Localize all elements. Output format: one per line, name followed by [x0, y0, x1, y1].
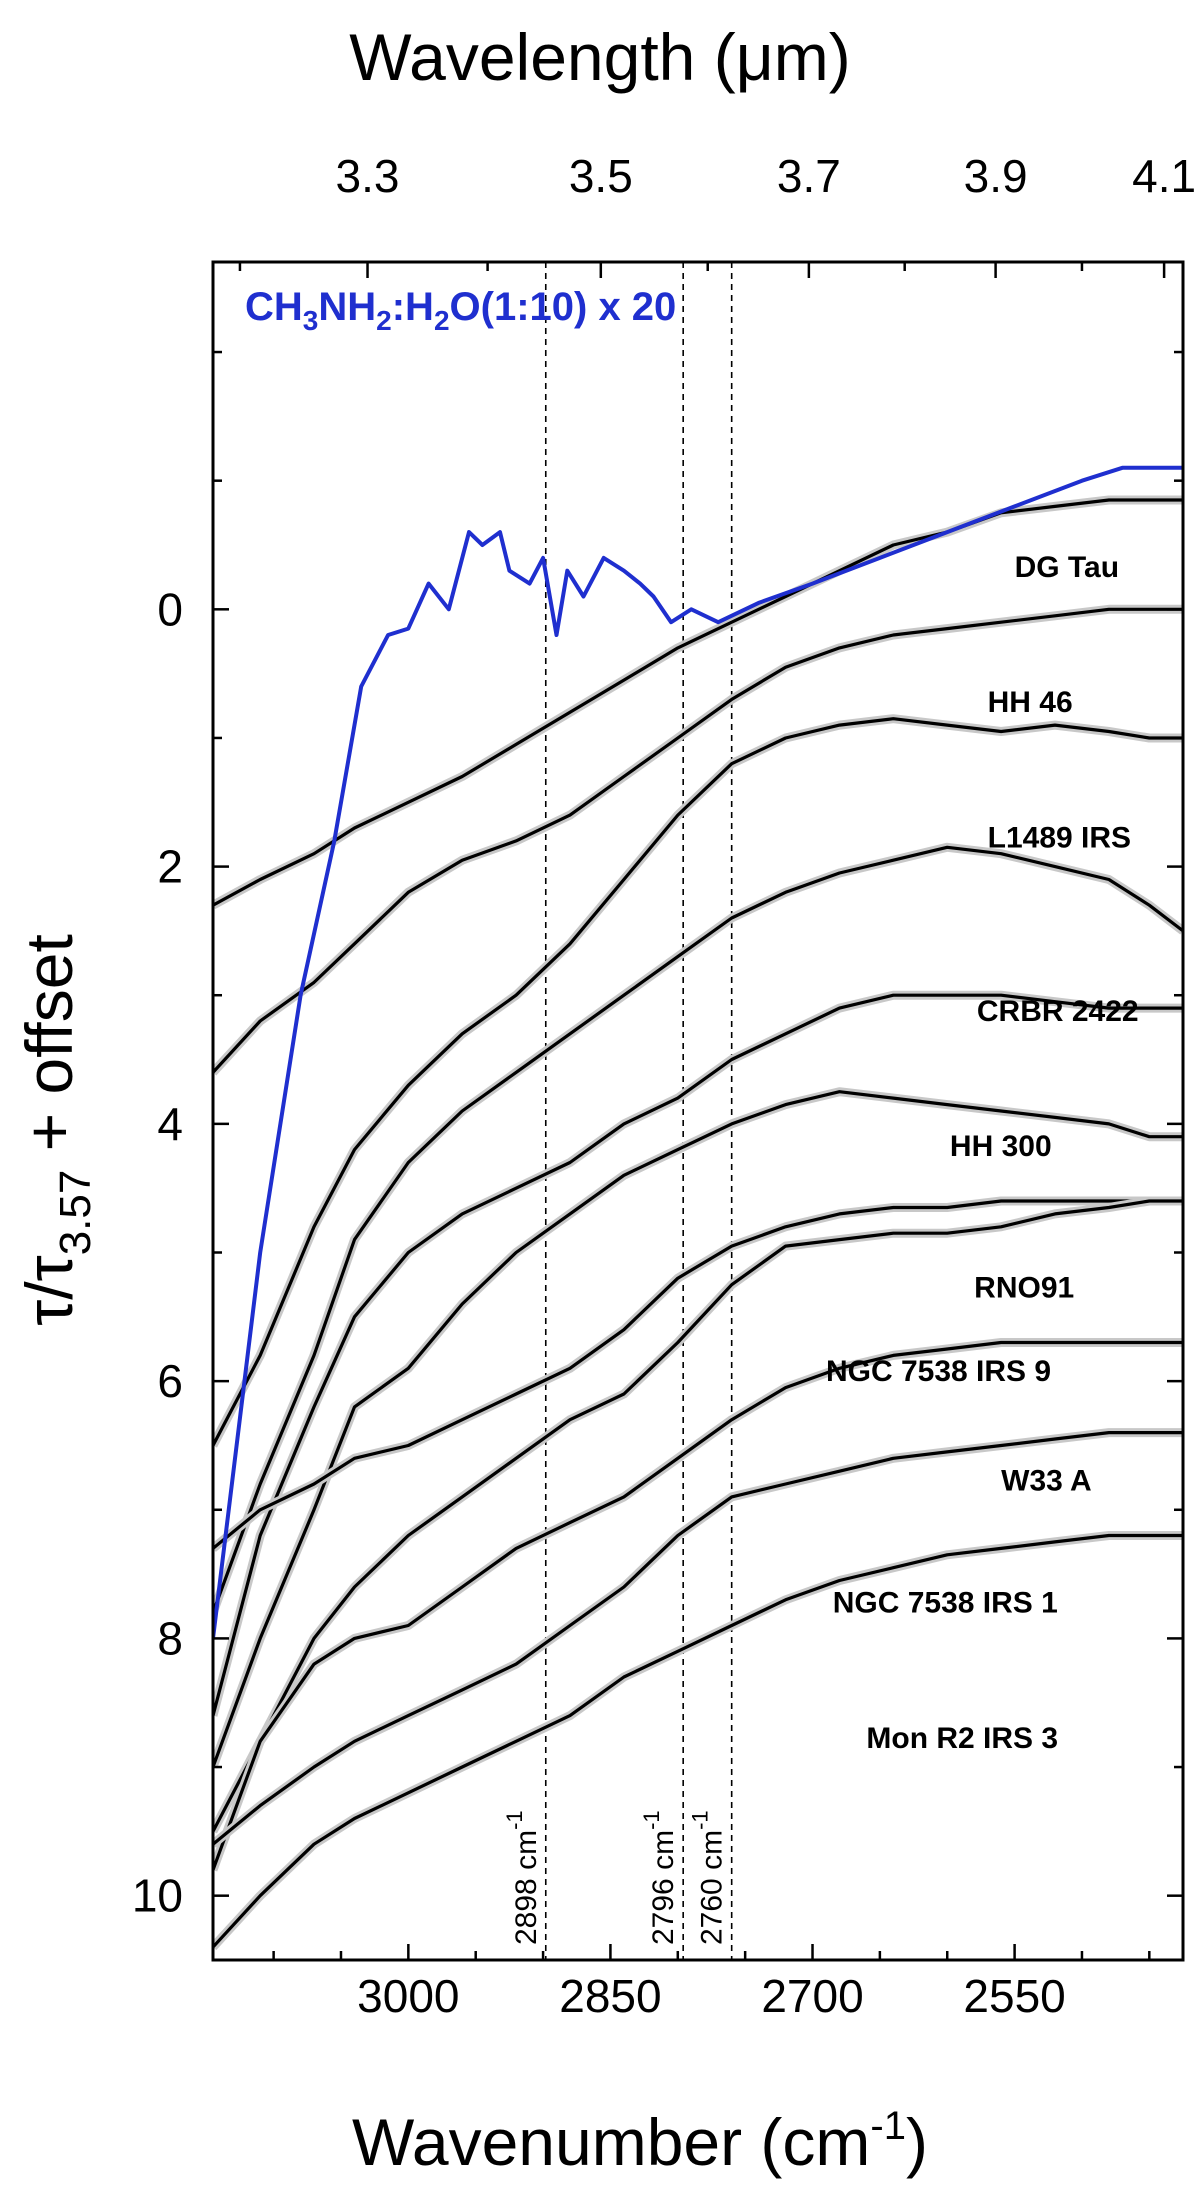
y-axis-title-end: + offset [12, 934, 86, 1169]
spectra-series [213, 495, 1183, 1951]
x-axis-title-end: ) [906, 2105, 928, 2179]
source-label: CRBR 2422 [977, 995, 1139, 1028]
series-line-5 [213, 1090, 1183, 1768]
source-label: Mon R2 IRS 3 [866, 1722, 1058, 1755]
source-label: L1489 IRS [988, 821, 1131, 854]
series-line-7 [213, 1199, 1183, 1833]
source-labels: DG Tau HH 46 L1489 IRS CRBR 2422 HH 300 RNO91… [826, 551, 1139, 1755]
series-line-6 [213, 1199, 1183, 1550]
source-label: NGC 7538 IRS 1 [833, 1587, 1058, 1620]
vline-label-sup: -1 [502, 1810, 527, 1830]
y-tick-label: 0 [157, 583, 183, 635]
source-label: DG Tau [1015, 551, 1119, 584]
y-axis-title-main: τ/τ [12, 1255, 86, 1325]
vline-label-text: 2898 cm [510, 1830, 543, 1945]
series-line-10 [213, 1533, 1183, 1949]
series-line-0 [213, 498, 1183, 907]
x2-tick-label: 3.3 [336, 150, 400, 202]
source-label: W33 A [1001, 1464, 1092, 1497]
y-tick-label: 6 [157, 1355, 183, 1407]
x2-axis-title: Wavelength (μm) [349, 20, 850, 94]
x-tick-label: 2850 [559, 1970, 661, 2022]
x-axis-title: Wavenumber (cm-1) [352, 2104, 928, 2179]
x-tick-label: 2550 [963, 1970, 1065, 2022]
plot-frame [211, 260, 1185, 1962]
y-tick-label: 10 [132, 1870, 183, 1922]
series-noise-band-5 [213, 1087, 1183, 1769]
vline-label-2760: 2760 cm-1 [688, 1810, 729, 1945]
y-tick-label: 8 [157, 1612, 183, 1664]
reference-spectrum [213, 465, 1183, 1639]
series-noise-band-3 [213, 842, 1183, 1615]
source-label: HH 46 [988, 686, 1073, 719]
series-line-1 [213, 607, 1183, 1074]
y-axis-title-sub: 3.57 [51, 1170, 100, 1256]
x2-tick-label: 4.1 [1132, 150, 1196, 202]
reference-label: CH3NH2:H2O(1:10) x 20 [245, 285, 676, 336]
y-axis-title: τ/τ3.57 + offset [12, 934, 100, 1326]
x2-tick-label: 3.7 [777, 150, 841, 202]
x-tick-label: 2700 [761, 1970, 863, 2022]
y-tick-label: 2 [157, 841, 183, 893]
series-line-9 [213, 1431, 1183, 1846]
y-tick-label: 4 [157, 1098, 183, 1150]
reference-label-sub: 3 [303, 305, 319, 336]
vline-label-2796: 2796 cm-1 [639, 1810, 680, 1945]
source-label: NGC 7538 IRS 9 [826, 1355, 1051, 1388]
reference-label-sub: 2 [434, 305, 450, 336]
reference-label-part: CH [245, 285, 303, 329]
vline-label-sup: -1 [688, 1810, 713, 1830]
x2-tick-label: 3.5 [569, 150, 633, 202]
series-line-4 [213, 993, 1183, 1717]
reference-label-part: NH [318, 285, 376, 329]
vline-label-sup: -1 [639, 1810, 664, 1830]
source-label: RNO91 [974, 1272, 1074, 1305]
x-axis-title-sup: -1 [870, 2104, 906, 2148]
reference-label-sub: 2 [376, 305, 392, 336]
source-label: HH 300 [950, 1130, 1052, 1163]
reference-label-part: :H [392, 285, 434, 329]
vline-label-text: 2796 cm [647, 1830, 680, 1945]
vline-label-2898: 2898 cm-1 [502, 1810, 543, 1945]
x2-tick-label: 3.9 [964, 150, 1028, 202]
reference-label-part: O(1:10) x 20 [450, 285, 677, 329]
x-tick-label: 3000 [357, 1970, 459, 2022]
series-line-2 [213, 717, 1183, 1447]
axes: 3000 2850 2700 2550 3.3 3.5 3.7 3.9 4.1 0 2 4 6 8 10 [132, 150, 1196, 2022]
x-axis-title-main: Wavenumber (cm [352, 2105, 870, 2179]
vline-label-text: 2760 cm [696, 1830, 729, 1945]
reference-line [213, 465, 1183, 1639]
series-line-8 [213, 1340, 1183, 1871]
series-line-3 [213, 845, 1183, 1614]
